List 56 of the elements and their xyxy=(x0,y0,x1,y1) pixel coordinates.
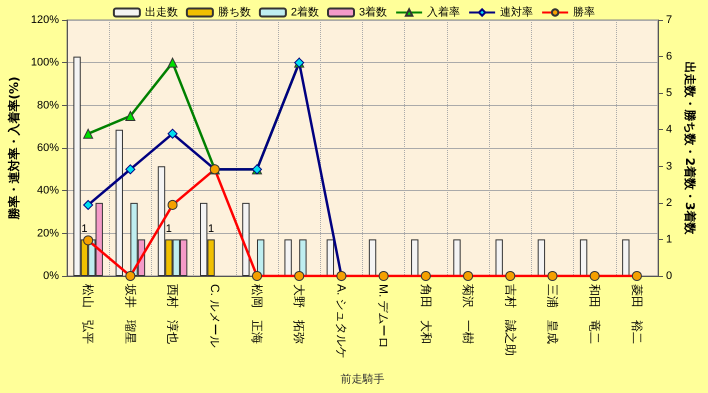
y-tick-label: 0% xyxy=(43,270,60,282)
point xyxy=(83,200,94,210)
y-tick-label: 40% xyxy=(37,184,60,197)
y-tick-label: 80% xyxy=(37,99,60,112)
data-label: 1 xyxy=(208,222,214,235)
x-tick-label: 松山 弘平 xyxy=(81,284,96,344)
x-tick-label: 坂井 瑠星 xyxy=(123,283,138,344)
y-tick-label: 60% xyxy=(37,142,60,154)
y2-tick-label: 7 xyxy=(666,14,672,26)
legend-label: 連対率 xyxy=(500,6,534,18)
bar xyxy=(453,239,461,276)
bar xyxy=(368,239,376,276)
bar xyxy=(242,202,250,276)
data-label: 1 xyxy=(81,222,88,235)
x-tick-label: 吉村 誠之助 xyxy=(503,284,518,356)
x-tick-label: A. シュタルケ xyxy=(334,284,348,359)
legend-label: 勝ち数 xyxy=(218,6,251,18)
legend-label: 勝率 xyxy=(573,6,596,18)
legend-label: 出走数 xyxy=(144,6,178,18)
x-tick-label: 角田 大和 xyxy=(418,284,433,344)
x-tick-label: 菱田 裕二 xyxy=(630,284,644,344)
legend-label: 3着数 xyxy=(359,6,388,18)
legend-label: 入着率 xyxy=(427,6,460,18)
legend-label: 2着数 xyxy=(290,6,320,18)
x-tick-label: 大野 拓弥 xyxy=(292,284,306,344)
y2-axis-title: 出走数・勝ち数・2着数・3着数 xyxy=(683,62,697,236)
y-axis-title: 勝率・連対率・入着率(%) xyxy=(7,76,21,220)
bar xyxy=(622,239,630,276)
x-tick-label: 松岡 正海 xyxy=(250,284,264,344)
x-tick-label: 和田 竜二 xyxy=(588,284,602,344)
x-tick-label: 三浦 皇成 xyxy=(545,284,560,344)
bar xyxy=(326,239,334,276)
data-label: 1 xyxy=(166,222,172,235)
bar xyxy=(284,239,292,276)
y2-tick-label: 3 xyxy=(666,160,672,172)
bar xyxy=(411,239,418,276)
x-tick-label: 菊沢 一樹 xyxy=(461,284,476,344)
point xyxy=(125,164,136,174)
x-tick-label: 西村 淳也 xyxy=(166,284,180,344)
y-tick-label: 20% xyxy=(37,227,60,240)
y2-tick-label: 2 xyxy=(666,196,672,209)
y2-tick-label: 1 xyxy=(666,233,672,246)
bar xyxy=(495,239,503,276)
y-tick-label: 120% xyxy=(30,14,60,26)
y2-tick-label: 5 xyxy=(666,87,672,100)
x-tick-label: M. デムーロ xyxy=(376,284,391,349)
bar xyxy=(116,130,123,276)
y2-tick-label: 4 xyxy=(666,124,672,136)
bar xyxy=(538,239,546,276)
bar xyxy=(580,239,588,276)
y2-tick-label: 6 xyxy=(666,50,672,63)
point xyxy=(168,128,178,139)
x-tick-label: C. ルメール xyxy=(208,284,222,348)
y2-tick-label: 0 xyxy=(666,270,672,282)
y-tick-label: 100% xyxy=(30,56,60,69)
x-axis-title: 前走騎手 xyxy=(340,372,385,386)
